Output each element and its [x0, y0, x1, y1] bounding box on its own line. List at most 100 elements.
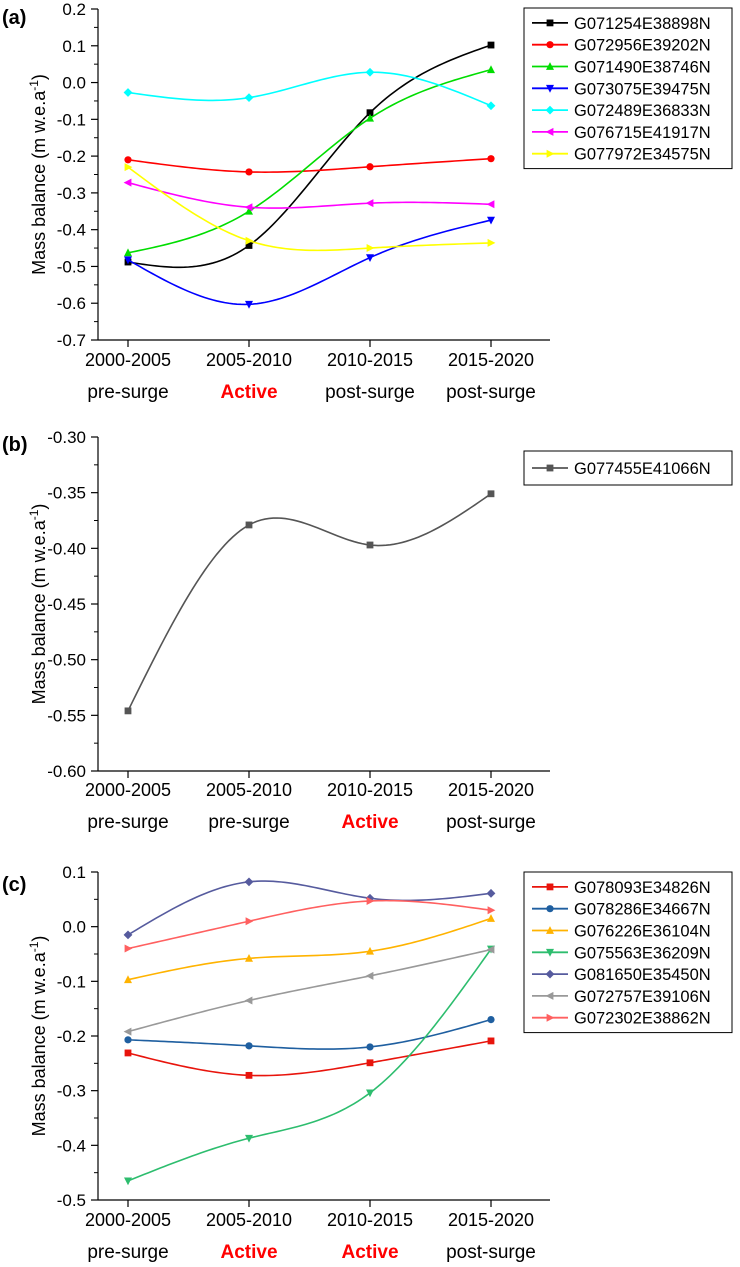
panel-label: (a): [2, 7, 26, 29]
legend-marker: [546, 19, 554, 27]
legend-item: G075563E36209N: [532, 944, 711, 962]
data-point-G072757E39106N: [244, 996, 253, 1005]
data-point-G072489E36833N: [123, 88, 133, 97]
data-point-G076226E36104N: [487, 914, 495, 922]
legend-marker: [546, 926, 554, 934]
data-point-G071490E38746N: [124, 248, 132, 257]
y-axis-label-superscript: -1: [27, 80, 41, 91]
panel-label: (b): [2, 434, 28, 456]
phase-label: post-surge: [446, 1242, 536, 1263]
data-point-G073075E39475N: [366, 254, 374, 263]
x-tick-label: 2015-2020: [448, 350, 534, 370]
y-tick-label: -0.2: [57, 1027, 86, 1046]
phase-label: post-surge: [325, 382, 415, 403]
data-point-G073075E39475N: [245, 300, 253, 309]
legend-label: G078093E34826N: [574, 879, 711, 897]
legend-label: G076715E41917N: [574, 124, 711, 142]
legend-label: G071490E38746N: [574, 59, 711, 77]
data-point-G077972E34575N: [245, 236, 254, 245]
data-point-G071490E38746N: [366, 113, 374, 122]
legend-item: G072302E38862N: [532, 1010, 711, 1028]
data-point-G075563E36209N: [245, 1134, 253, 1143]
data-point-G072757E39106N: [365, 971, 374, 980]
series-line-G072489E36833N: [127, 71, 492, 107]
legend-label: G072489E36833N: [574, 102, 711, 120]
chart-panel-2: (b) -0.60 -0.55 -0.50 -0.45 -0.40 -0.35 -0.30 Ma…: [2, 428, 733, 833]
chart-panel-1: (a) -0.7 -0.6 -0.5 -0.4 -0.3 -0.2 -0.1 0.0 0.1 0.2…: [2, 0, 733, 403]
phase-label-active: Active: [220, 1242, 277, 1263]
legend-marker: [546, 905, 554, 913]
data-point-G072489E36833N: [244, 93, 254, 103]
data-point-G077972E34575N: [366, 244, 375, 253]
series-line-G078286E34667N: [127, 1018, 492, 1050]
legend-marker: [545, 969, 555, 979]
series-line-G072302E38862N: [127, 899, 492, 950]
data-point-G077455E41066N: [366, 541, 374, 549]
data-point-G078093E34826N: [124, 1049, 132, 1057]
y-tick-label: -0.55: [47, 706, 86, 725]
data-point-G072956E39202N: [366, 163, 374, 171]
y-tick-label: -0.5: [57, 1191, 86, 1210]
legend-item: G072757E39106N: [532, 988, 711, 1006]
data-point-G077455E41066N: [487, 490, 495, 498]
y-axis-label: Mass balance (m w.e.a-1): [27, 504, 49, 705]
data-point-G071490E38746N: [245, 206, 253, 215]
data-point-G076226E36104N: [124, 975, 132, 984]
y-tick-label: -0.30: [47, 428, 86, 447]
phase-label: pre-surge: [87, 382, 168, 403]
data-point-G077972E34575N: [124, 163, 133, 172]
y-tick-label: -0.7: [57, 331, 86, 350]
legend-item: G071254E38898N: [532, 15, 711, 33]
x-tick-label: 2010-2015: [327, 780, 413, 800]
y-tick-label: -0.6: [57, 294, 86, 313]
data-point-G072489E36833N: [486, 101, 496, 111]
data-point-G078093E34826N: [366, 1059, 374, 1067]
legend-label: G072757E39106N: [574, 988, 711, 1006]
data-point-G075563E36209N: [124, 1177, 132, 1186]
data-point-G072302E38862N: [124, 944, 133, 953]
data-point-G072956E39202N: [124, 156, 132, 164]
legend-marker: [545, 991, 554, 1000]
legend-item: G072489E36833N: [532, 102, 711, 120]
data-point-G078286E34667N: [124, 1036, 132, 1044]
phase-label: pre-surge: [208, 812, 289, 833]
y-tick-label: -0.2: [57, 147, 86, 166]
y-axis-label-superscript: -1: [27, 941, 41, 952]
data-point-G077455E41066N: [124, 707, 132, 715]
legend: G078093E34826N G078286E34667N G076226E3610…: [523, 871, 733, 1034]
data-point-G075563E36209N: [366, 1089, 374, 1098]
legend-item: G073075E39475N: [532, 80, 711, 98]
data-point-G072757E39106N: [486, 945, 495, 954]
y-tick-label: -0.60: [47, 762, 86, 781]
data-point-G078286E34667N: [366, 1043, 374, 1051]
legend-item: G072956E39202N: [532, 37, 711, 55]
data-point-G078286E34667N: [487, 1016, 495, 1024]
y-axis-label-close: ): [29, 936, 49, 942]
y-tick-label: -0.3: [57, 184, 86, 203]
legend-marker: [545, 105, 555, 115]
x-tick-label: 2005-2010: [206, 1210, 292, 1230]
phase-label: pre-surge: [87, 1242, 168, 1263]
y-tick-label: -0.3: [57, 1082, 86, 1101]
legend-marker: [546, 1013, 555, 1022]
legend-marker: [546, 149, 555, 158]
phase-label: pre-surge: [87, 812, 168, 833]
legend-marker: [546, 948, 554, 957]
y-axis-label: Mass balance (m w.e.a-1): [27, 74, 49, 275]
legend-label: G076226E36104N: [574, 923, 711, 941]
data-point-G077455E41066N: [245, 521, 253, 529]
x-tick-label: 2015-2020: [448, 1210, 534, 1230]
x-tick-label: 2000-2005: [85, 350, 171, 370]
legend-item: G081650E35450N: [532, 966, 711, 984]
y-tick-label: 0.0: [62, 918, 86, 937]
legend-label: G075563E36209N: [574, 944, 711, 962]
x-tick-label: 2015-2020: [448, 780, 534, 800]
legend-marker: [546, 883, 554, 891]
data-point-G071254E38898N: [245, 242, 253, 249]
data-point-G073075E39475N: [487, 216, 495, 225]
legend-marker: [546, 84, 554, 93]
y-tick-label: -0.4: [57, 221, 86, 240]
series-line-G076715E41917N: [127, 181, 492, 209]
data-point-G081650E35450N: [486, 888, 496, 898]
